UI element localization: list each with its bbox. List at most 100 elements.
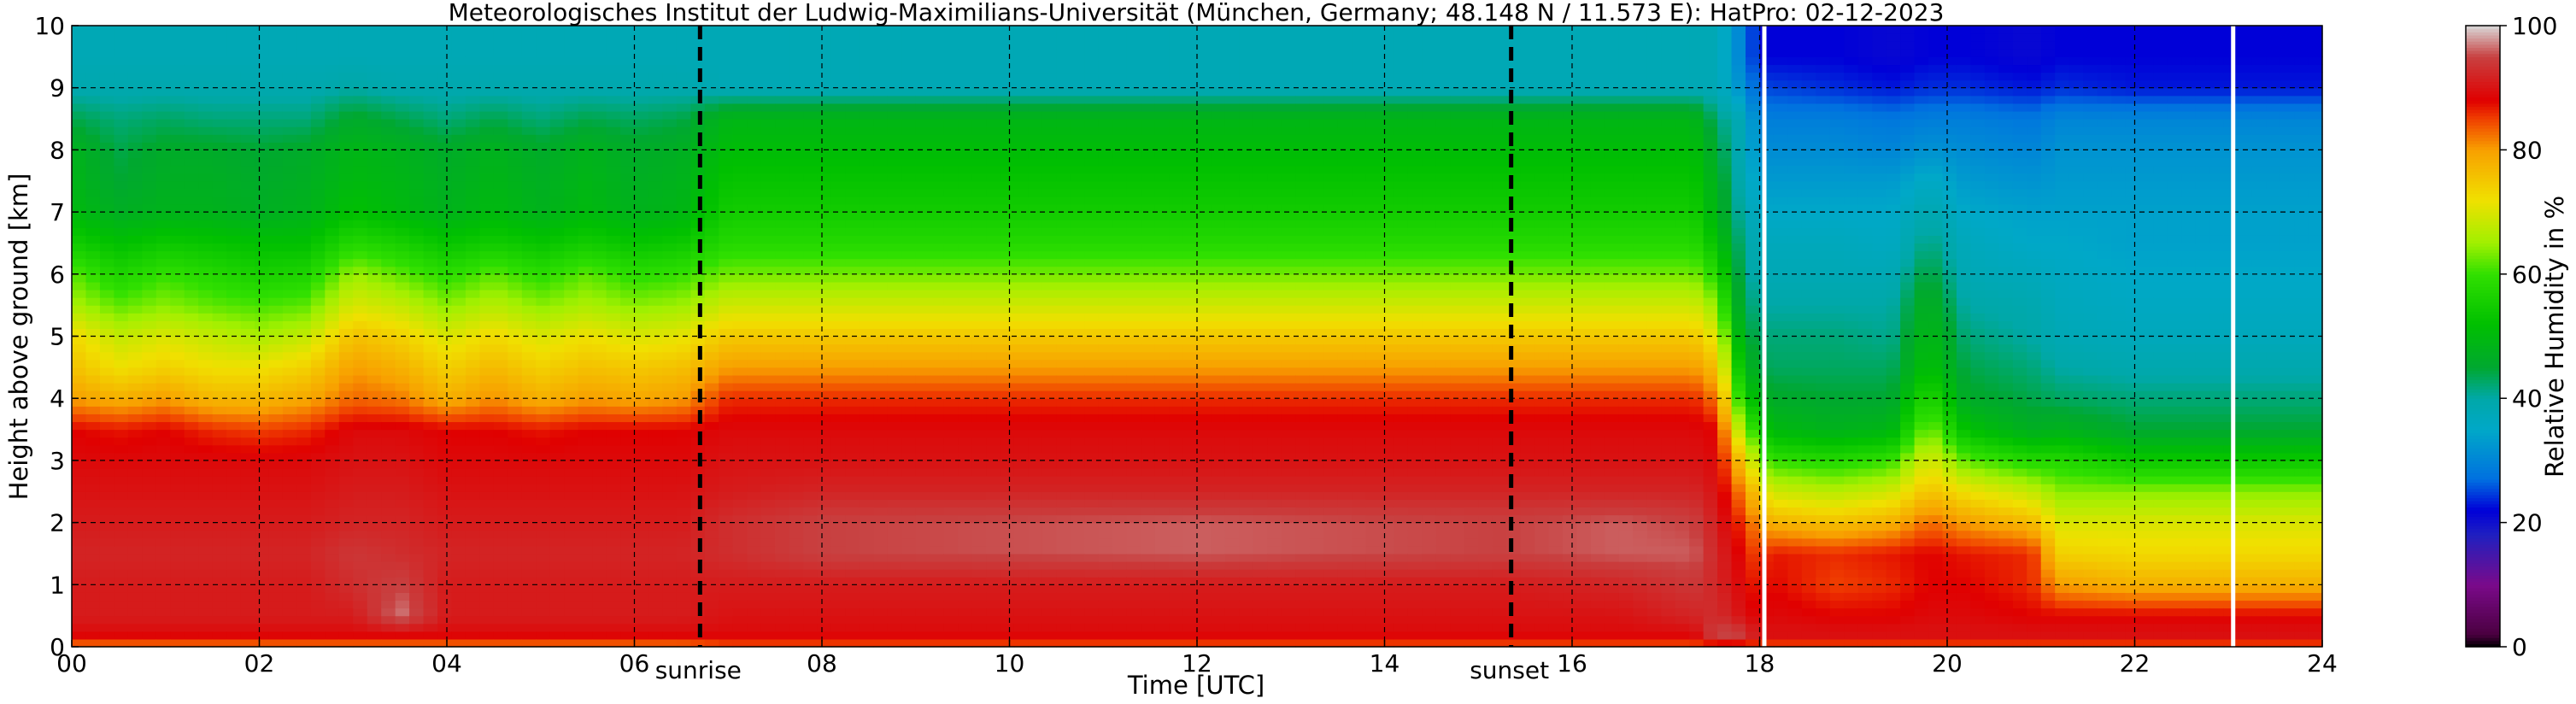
heatmap-cell [72, 49, 87, 57]
heatmap-cell [255, 607, 270, 617]
heatmap-cell [732, 305, 748, 314]
heatmap-cell [760, 607, 776, 617]
heatmap-cell [536, 320, 551, 330]
heatmap-cell [338, 320, 354, 330]
heatmap-cell [732, 421, 748, 431]
heatmap-cell [353, 414, 368, 423]
heatmap-cell [72, 623, 87, 632]
heatmap-cell [114, 281, 129, 290]
heatmap-cell [353, 26, 368, 34]
heatmap-cell [353, 631, 368, 640]
heatmap-cell [549, 56, 565, 66]
heatmap-cell [282, 180, 297, 190]
heatmap-cell [465, 95, 481, 104]
heatmap-cell [170, 266, 185, 275]
heatmap-cell [803, 476, 819, 484]
heatmap-cell [508, 607, 523, 617]
heatmap-cell [353, 638, 368, 648]
heatmap-cell [873, 134, 889, 143]
heatmap-cell [719, 460, 734, 469]
heatmap-cell [310, 553, 326, 562]
heatmap-cell [943, 537, 959, 547]
heatmap-cell [732, 553, 748, 562]
heatmap-cell [127, 33, 143, 42]
heatmap-cell [887, 452, 902, 461]
heatmap-cell [170, 336, 185, 345]
heatmap-cell [592, 507, 607, 516]
heatmap-cell [775, 297, 790, 306]
heatmap-cell [255, 638, 270, 648]
heatmap-cell [367, 577, 382, 585]
heatmap-cell [367, 592, 382, 601]
heatmap-cell [719, 390, 734, 399]
heatmap-cell [493, 49, 508, 57]
heatmap-cell [127, 313, 143, 321]
heatmap-cell [338, 33, 354, 42]
heatmap-cell [381, 577, 396, 585]
heatmap-cell [634, 33, 649, 42]
heatmap-cell [268, 328, 284, 337]
heatmap-cell [564, 592, 579, 601]
heatmap-cell [508, 227, 523, 236]
heatmap-cell [747, 49, 762, 57]
heatmap-cell [465, 320, 481, 330]
heatmap-cell [508, 119, 523, 127]
heatmap-cell [409, 328, 425, 337]
heatmap-cell [620, 476, 636, 484]
heatmap-cell [325, 592, 340, 601]
heatmap-cell [325, 165, 340, 174]
heatmap-cell [915, 522, 930, 531]
heatmap-cell [775, 87, 790, 97]
heatmap-cell [873, 623, 889, 632]
heatmap-cell [578, 444, 593, 454]
heatmap-cell [72, 72, 87, 81]
heatmap-cell [367, 49, 382, 57]
heatmap-cell [170, 235, 185, 244]
heatmap-cell [606, 367, 621, 376]
heatmap-cell [325, 56, 340, 66]
heatmap-cell [508, 429, 523, 438]
heatmap-cell [901, 367, 917, 376]
heatmap-cell [662, 157, 678, 167]
heatmap-cell [508, 313, 523, 321]
heatmap-cell [310, 631, 326, 640]
heatmap-cell [155, 250, 171, 260]
heatmap-cell [789, 336, 804, 345]
heatmap-cell [479, 553, 495, 562]
heatmap-cell [170, 522, 185, 531]
heatmap-cell [690, 507, 706, 516]
heatmap-cell [930, 444, 945, 454]
heatmap-cell [409, 258, 425, 267]
heatmap-cell [367, 126, 382, 135]
heatmap-cell [943, 406, 959, 414]
heatmap-cell [873, 49, 889, 57]
heatmap-cell [521, 64, 537, 73]
heatmap-cell [592, 126, 607, 135]
heatmap-cell [240, 258, 255, 267]
heatmap-cell [72, 305, 87, 314]
heatmap-cell [830, 126, 847, 135]
heatmap-cell [873, 150, 889, 159]
heatmap-cell [943, 638, 959, 648]
heatmap-cell [184, 64, 199, 73]
heatmap-cell [747, 553, 762, 562]
heatmap-cell [353, 126, 368, 135]
heatmap-cell [620, 258, 636, 267]
heatmap-cell [620, 157, 636, 167]
heatmap-cell [732, 592, 748, 601]
heatmap-cell [676, 305, 691, 314]
heatmap-cell [620, 484, 636, 492]
heatmap-cell [634, 165, 649, 174]
heatmap-cell [648, 545, 664, 554]
heatmap-cell [578, 638, 593, 648]
heatmap-cell [830, 460, 847, 469]
heatmap-cell [704, 569, 719, 578]
heatmap-cell [212, 623, 227, 632]
heatmap-cell [127, 437, 143, 446]
heatmap-cell [676, 607, 691, 617]
heatmap-cell [170, 126, 185, 135]
heatmap-cell [255, 460, 270, 469]
heatmap-cell [747, 383, 762, 391]
heatmap-cell [873, 374, 889, 384]
heatmap-cell [578, 530, 593, 539]
